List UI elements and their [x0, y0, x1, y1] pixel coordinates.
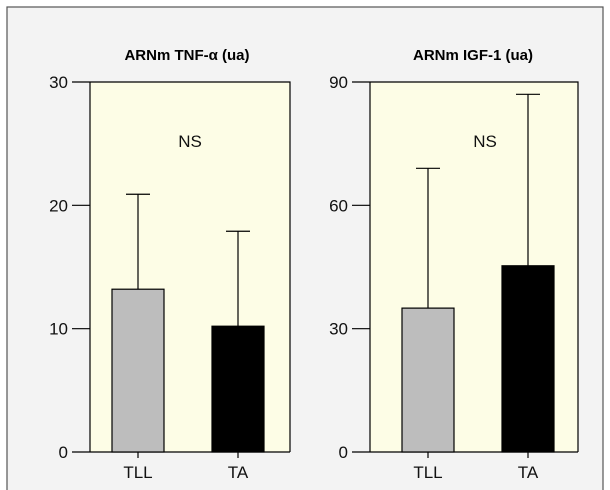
panel-2-y-tick-label: 30	[329, 320, 348, 339]
panel-1-group: ARNm TNF-α (ua) 0 10 20 30 TLL TA NS	[49, 47, 291, 482]
panel-2-annotation: NS	[473, 132, 497, 151]
panel-1-y-tick-label: 20	[49, 196, 68, 215]
panel-1-frame-lines	[90, 81, 291, 452]
panel-1-x-tick-label-ta: TA	[228, 463, 249, 482]
panel-1-title: ARNm TNF-α (ua)	[124, 47, 249, 64]
panel-2-bar-tll	[401, 307, 455, 453]
panel-2-title: ARNm IGF-1 (ua)	[413, 47, 533, 64]
panel-1-annotation: NS	[178, 132, 202, 151]
panel-1-bar-tll	[111, 288, 165, 453]
panel-1-y-tick-label: 0	[59, 443, 68, 462]
panel-2-y-tick-label: 0	[339, 443, 348, 462]
panel-1-bar-ta	[211, 325, 265, 453]
panel-1-x-tick-label-tll: TLL	[123, 463, 152, 482]
panel-2-frame-lines	[370, 81, 579, 452]
panel-2-y-tick-label: 90	[329, 73, 348, 92]
panel-2-bar-ta	[501, 265, 555, 453]
panel-1-y-tick-label: 30	[49, 73, 68, 92]
panel-2-y-tick-label: 60	[329, 196, 348, 215]
panel-2-x-tick-label-ta: TA	[518, 463, 539, 482]
panel-2-group: ARNm IGF-1 (ua) 0 30 60 90 TLL TA NS	[329, 47, 579, 482]
panel-2-x-tick-label-tll: TLL	[413, 463, 442, 482]
panel-1-y-tick-label: 10	[49, 320, 68, 339]
